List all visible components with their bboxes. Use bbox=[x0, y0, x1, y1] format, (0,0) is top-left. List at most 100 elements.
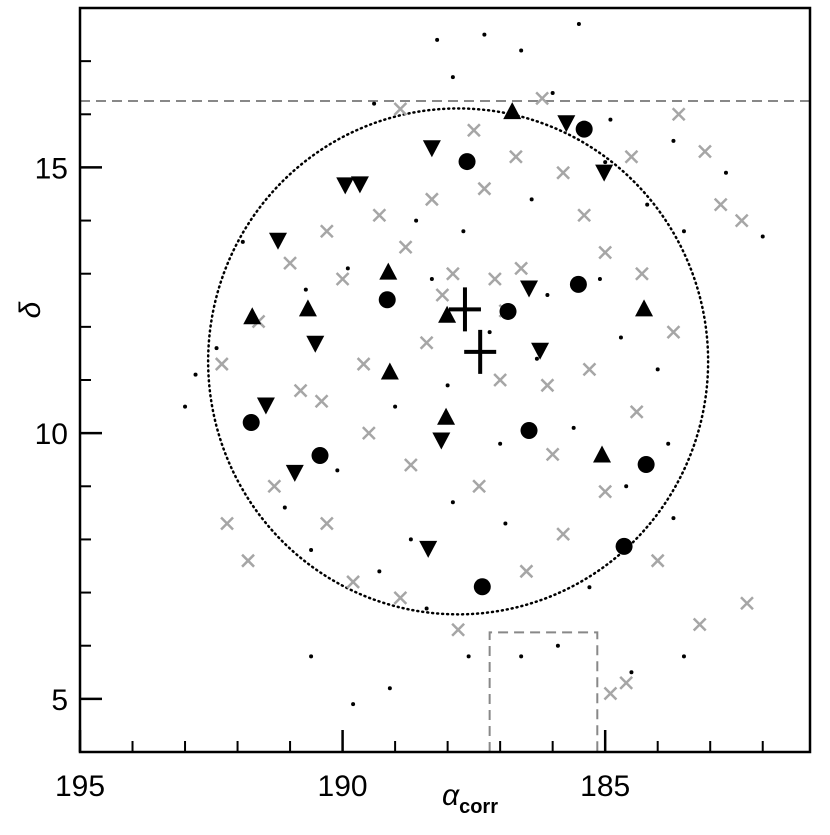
x-marker bbox=[361, 426, 376, 441]
triangle-up-marker bbox=[379, 262, 398, 280]
x-marker bbox=[666, 325, 681, 340]
dot bbox=[519, 48, 524, 53]
dot bbox=[214, 346, 219, 351]
triangle-down-marker bbox=[595, 164, 614, 182]
x-marker bbox=[740, 596, 754, 611]
dot bbox=[424, 606, 429, 611]
triangle-down-marker bbox=[268, 232, 287, 250]
x-marker bbox=[514, 261, 529, 276]
x-marker bbox=[535, 91, 550, 106]
x-marker bbox=[220, 516, 234, 531]
circle-marker bbox=[473, 578, 491, 596]
triangle-down-marker bbox=[256, 397, 275, 415]
dot bbox=[303, 287, 308, 292]
dot bbox=[671, 138, 676, 143]
dot bbox=[603, 160, 608, 165]
dot bbox=[624, 484, 629, 489]
triangle-up-marker bbox=[380, 362, 399, 380]
x-marker bbox=[624, 149, 639, 164]
dot bbox=[309, 548, 314, 553]
x-marker bbox=[214, 357, 229, 371]
x-marker bbox=[467, 123, 481, 138]
dot bbox=[282, 505, 287, 510]
x-marker bbox=[419, 335, 434, 350]
triangle-down-marker bbox=[432, 432, 451, 450]
dot bbox=[487, 330, 492, 335]
x-marker bbox=[451, 622, 466, 637]
y-tick-label: 10 bbox=[35, 418, 68, 451]
dot bbox=[529, 197, 534, 202]
triangle-down-marker bbox=[285, 464, 304, 482]
dot bbox=[519, 654, 524, 659]
triangle-down-marker bbox=[422, 140, 441, 158]
dot bbox=[555, 643, 560, 648]
triangle-up-marker bbox=[438, 305, 457, 323]
x-axis-label: αcorr bbox=[442, 779, 498, 818]
x-marker bbox=[319, 224, 334, 239]
x-marker bbox=[372, 208, 387, 223]
x-marker bbox=[713, 197, 728, 212]
triangle-down-marker bbox=[557, 115, 576, 133]
x-marker bbox=[603, 686, 618, 701]
dot bbox=[671, 516, 676, 521]
x-marker bbox=[435, 288, 450, 302]
triangle-up-marker bbox=[298, 299, 317, 317]
dot bbox=[618, 335, 623, 340]
triangle-up-marker bbox=[593, 445, 612, 463]
x-marker bbox=[393, 591, 408, 605]
x-marker bbox=[734, 213, 749, 228]
dot bbox=[351, 702, 356, 707]
x-marker bbox=[477, 181, 492, 196]
dot bbox=[571, 425, 576, 430]
x-marker bbox=[650, 553, 665, 568]
dot bbox=[309, 654, 314, 659]
dot bbox=[466, 654, 471, 659]
dot bbox=[408, 537, 413, 542]
plus-marker bbox=[448, 287, 481, 332]
x-marker bbox=[540, 378, 555, 393]
x-marker bbox=[472, 479, 487, 494]
x-marker bbox=[598, 245, 613, 260]
circle-marker bbox=[520, 421, 538, 439]
circle-marker bbox=[615, 537, 633, 555]
triangle-down-marker bbox=[336, 177, 355, 195]
x-tick-label: 195 bbox=[55, 770, 105, 803]
dot bbox=[666, 441, 671, 446]
dot bbox=[435, 37, 440, 42]
dot bbox=[629, 670, 634, 675]
dot bbox=[335, 468, 340, 473]
dot bbox=[576, 21, 581, 26]
y-tick-label: 15 bbox=[35, 152, 68, 185]
dot bbox=[681, 654, 686, 659]
dot bbox=[503, 521, 508, 526]
dot bbox=[655, 367, 660, 372]
x-marker bbox=[598, 484, 613, 499]
x-marker bbox=[356, 357, 371, 371]
circle-marker bbox=[569, 275, 587, 293]
x-marker bbox=[319, 516, 334, 531]
triangle-down-marker bbox=[531, 342, 550, 360]
x-marker bbox=[577, 208, 592, 223]
x-marker bbox=[283, 256, 297, 270]
y-axis-label: δ bbox=[14, 301, 47, 318]
x-marker bbox=[403, 458, 418, 472]
x-marker bbox=[671, 107, 686, 122]
dotted-circle bbox=[206, 107, 710, 616]
triangle-down-marker bbox=[350, 176, 369, 194]
x-marker bbox=[629, 405, 644, 419]
dot bbox=[372, 101, 377, 106]
circle-marker bbox=[458, 153, 476, 171]
x-marker bbox=[698, 144, 712, 159]
x-marker bbox=[335, 272, 350, 286]
dot bbox=[545, 292, 550, 297]
dot bbox=[534, 356, 539, 361]
x-marker bbox=[519, 564, 534, 579]
dot bbox=[723, 170, 728, 175]
dot bbox=[377, 569, 382, 574]
x-marker bbox=[314, 394, 329, 409]
dot bbox=[387, 686, 392, 691]
dot bbox=[461, 229, 466, 234]
x-marker bbox=[346, 575, 360, 589]
dot bbox=[414, 218, 419, 223]
dot bbox=[345, 266, 350, 271]
